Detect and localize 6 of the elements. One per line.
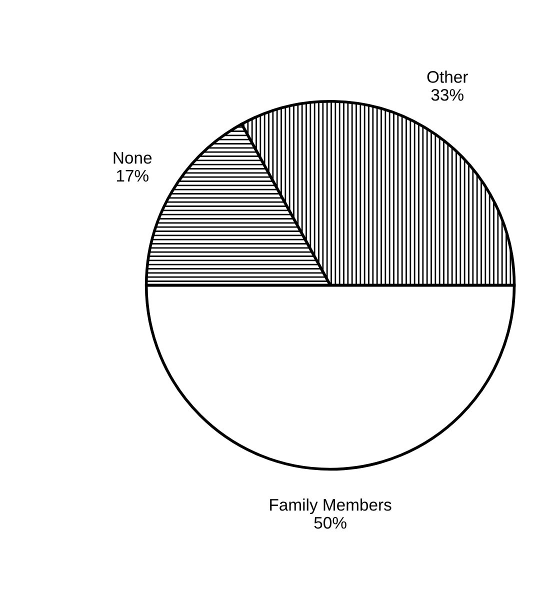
slice-label: Other	[427, 70, 468, 83]
data-label: 17%	[116, 170, 148, 182]
data-label: 33%	[431, 89, 464, 101]
slice-label: Family Members	[270, 498, 392, 514]
data-label: 50%	[314, 516, 346, 529]
slice-label: None	[114, 152, 152, 164]
